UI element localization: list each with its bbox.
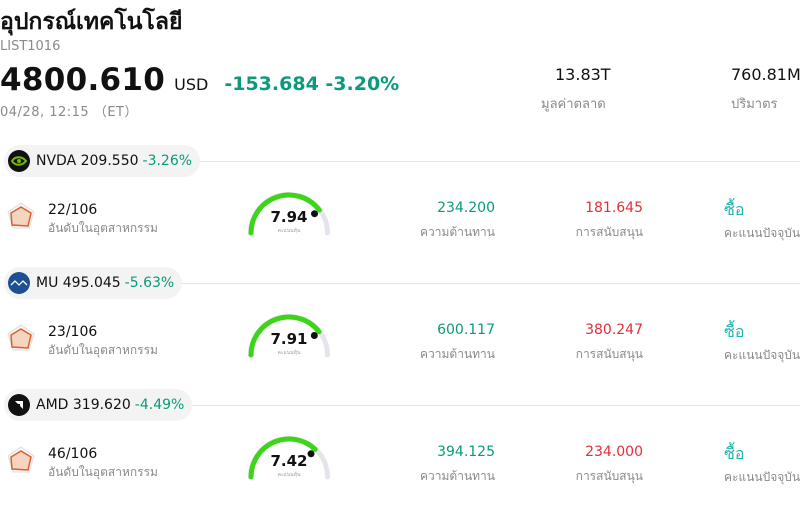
amd-logo-icon (8, 394, 30, 416)
support-label: การสนับสนุน (575, 347, 643, 361)
current-rating-value: ซื้อ (724, 444, 745, 463)
ticker-price: AMD 319.620 (36, 397, 131, 413)
timestamp: 04/28, 12:15 （ET） (0, 105, 138, 120)
section-divider (180, 161, 800, 162)
resistance-label: ความต้านทาน (420, 347, 495, 361)
gauge-arc (248, 436, 318, 480)
page-title: อุปกรณ์เทคโนโลยี (0, 9, 183, 35)
resistance-label: ความต้านทาน (420, 225, 495, 239)
support-value: 234.000 (585, 444, 643, 460)
support-value: 181.645 (585, 200, 643, 216)
volume-value: 760.81M (731, 65, 800, 84)
section-divider (180, 283, 800, 284)
index-price: 4800.610 (0, 62, 166, 98)
currency-label: USD (174, 75, 209, 94)
industry-rank-value: 22/106 (48, 202, 98, 218)
stock-score-label: คะแนนหุ้น (277, 472, 301, 478)
score-gauge (248, 192, 330, 236)
market-cap-label: มูลค่าตลาด (541, 97, 606, 112)
industry-rank-label: อันดับในอุตสาหกรรม (48, 343, 158, 357)
gauge-pointer (311, 210, 319, 218)
stock-score-label: คะแนนหุ้น (277, 228, 301, 234)
support-label: การสนับสนุน (575, 469, 643, 483)
industry-rank-label: อันดับในอุตสาหกรรม (48, 465, 158, 479)
gauge-arc (248, 192, 322, 236)
ticker-price: MU 495.045 (36, 275, 121, 291)
volume-label: ปริมาตร (731, 97, 778, 112)
gauge-arc (248, 314, 322, 358)
rank-pentagon-icon (7, 202, 35, 229)
rank-pentagon-icon (7, 324, 35, 351)
ticker-change: -5.63% (124, 275, 175, 291)
stock-score-value: 7.94 (270, 208, 308, 226)
rank-pentagon-icon (7, 446, 35, 473)
stock-pill[interactable]: NVDA 209.550 -3.26% (4, 145, 201, 177)
current-rating-label: คะแนนปัจจุบัน (724, 470, 800, 484)
resistance-value: 394.125 (437, 444, 495, 460)
price-row: 4800.610 USD -153.684 -3.20% (0, 62, 399, 98)
current-rating-value: ซื้อ (724, 322, 745, 341)
stock-score-label: คะแนนหุ้น (277, 350, 301, 356)
support-label: การสนับสนุน (575, 225, 643, 239)
resistance-value: 600.117 (437, 322, 495, 338)
section-divider (180, 405, 800, 406)
stock-score-value: 7.42 (270, 452, 308, 470)
industry-rank-value: 23/106 (48, 324, 98, 340)
industry-rank-value: 46/106 (48, 446, 98, 462)
gauge-pointer (307, 450, 315, 458)
stock-pill[interactable]: AMD 319.620 -4.49% (4, 389, 193, 421)
stock-pill[interactable]: MU 495.045 -5.63% (4, 267, 183, 299)
score-gauge (248, 436, 330, 480)
industry-rank-label: อันดับในอุตสาหกรรม (48, 221, 158, 235)
resistance-value: 234.200 (437, 200, 495, 216)
current-rating-label: คะแนนปัจจุบัน (724, 226, 800, 240)
ticker-change: -3.26% (142, 153, 193, 169)
list-code: LIST1016 (0, 39, 61, 54)
micron-logo-icon (8, 272, 30, 294)
support-value: 380.247 (585, 322, 643, 338)
current-rating-value: ซื้อ (724, 200, 745, 219)
stock-score-value: 7.91 (270, 330, 308, 348)
ticker-change: -4.49% (134, 397, 185, 413)
stock-card-mu[interactable]: MU 495.045 -5.63% 23/106 อันดับในอุตสาหก… (0, 267, 800, 389)
current-rating-label: คะแนนปัจจุบัน (724, 348, 800, 362)
stock-card-amd[interactable]: AMD 319.620 -4.49% 46/106 อันดับในอุตสาห… (0, 389, 800, 511)
nvidia-logo-icon (8, 150, 30, 172)
score-gauge (248, 314, 330, 358)
resistance-label: ความต้านทาน (420, 469, 495, 483)
index-change: -153.684 -3.20% (224, 73, 400, 95)
ticker-price: NVDA 209.550 (36, 153, 139, 169)
market-cap-value: 13.83T (555, 65, 611, 84)
gauge-pointer (310, 331, 318, 339)
stock-card-nvda[interactable]: NVDA 209.550 -3.26% 22/106 อันดับในอุตสา… (0, 145, 800, 267)
